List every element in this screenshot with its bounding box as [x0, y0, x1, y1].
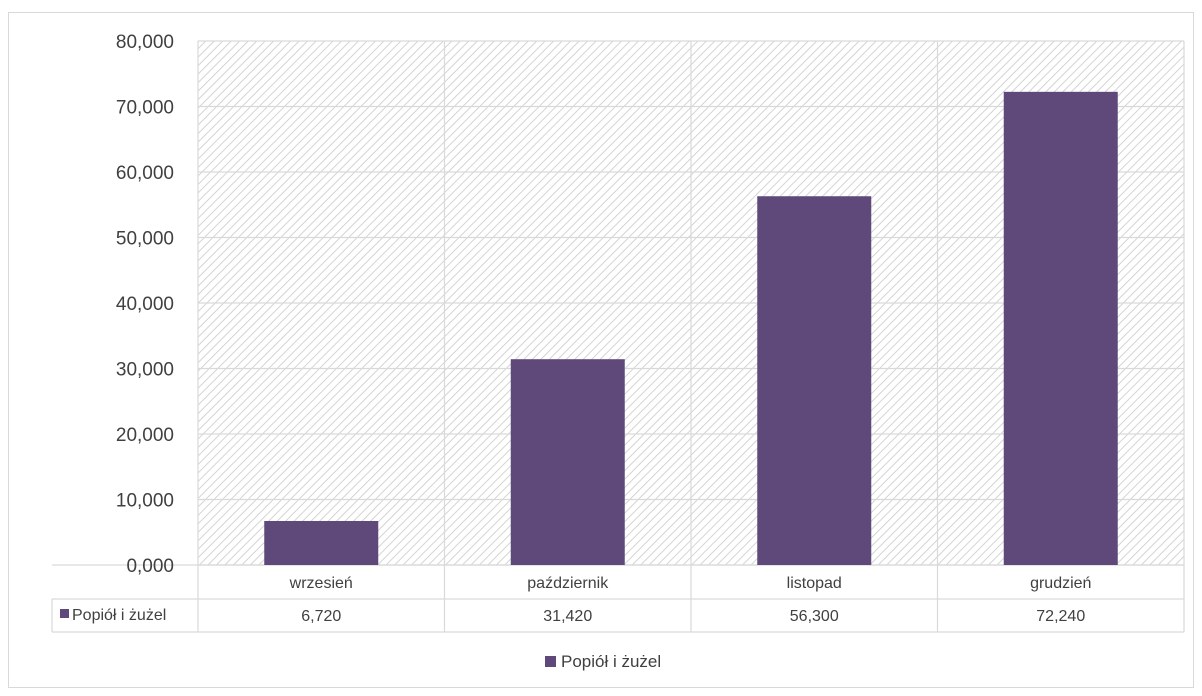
data-table-value: 56,300 — [790, 608, 839, 625]
data-table-value: 31,420 — [543, 608, 592, 625]
data-table: wrzesień 6,720 październik 31,420 listopad 56… — [60, 575, 1091, 625]
x-category-label: listopad — [787, 575, 842, 592]
x-category-label: grudzień — [1030, 575, 1091, 592]
bar — [510, 359, 625, 565]
y-tick-label: 70,000 — [116, 98, 174, 119]
bar — [264, 520, 379, 565]
data-table-row-label: Popiół i żużel — [72, 607, 166, 624]
y-tick-label: 0,000 — [126, 556, 174, 577]
data-table-legend-key — [60, 609, 69, 618]
y-tick-label: 30,000 — [116, 360, 174, 381]
y-tick-label: 10,000 — [116, 491, 174, 512]
y-axis: 0,000 10,000 20,000 30,000 40,000 50,000 60,00… — [116, 32, 174, 577]
bar — [1003, 91, 1118, 565]
bars — [264, 91, 1118, 566]
data-table-value: 6,720 — [301, 608, 341, 625]
y-tick-label: 60,000 — [116, 163, 174, 184]
legend: Popiół i żużel — [545, 652, 661, 671]
data-table-value: 72,240 — [1036, 608, 1085, 625]
bar — [757, 196, 872, 566]
y-tick-label: 20,000 — [116, 425, 174, 446]
y-tick-label: 80,000 — [116, 32, 174, 53]
x-category-label: październik — [527, 575, 609, 592]
x-category-label: wrzesień — [289, 575, 353, 592]
y-tick-label: 40,000 — [116, 294, 174, 315]
legend-label: Popiół i żużel — [561, 652, 661, 671]
legend-swatch — [545, 656, 556, 667]
y-tick-label: 50,000 — [116, 229, 174, 250]
